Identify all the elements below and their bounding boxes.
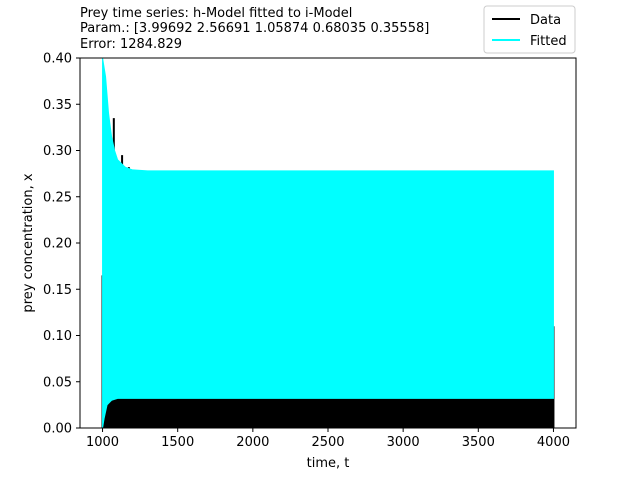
- x-tick-label: 4000: [537, 435, 570, 450]
- chart-title-line-2: Param.: [3.99692 2.56691 1.05874 0.68035…: [80, 21, 429, 36]
- x-tick-label: 1500: [161, 435, 194, 450]
- y-tick-label: 0.00: [43, 422, 72, 437]
- y-tick-label: 0.40: [43, 52, 72, 67]
- x-tick-label: 3500: [462, 435, 495, 450]
- y-tick-label: 0.15: [43, 283, 72, 298]
- x-axis: 1000 1500 2000 2500 3000 3500 4000: [86, 428, 570, 450]
- x-tick-label: 3000: [387, 435, 420, 450]
- y-tick-label: 0.30: [43, 144, 72, 159]
- chart-title-line-3: Error: 1284.829: [80, 37, 182, 52]
- legend-label-data: Data: [530, 13, 561, 28]
- y-tick-label: 0.35: [43, 98, 72, 113]
- y-tick-label: 0.25: [43, 190, 72, 205]
- y-tick-label: 0.05: [43, 375, 72, 390]
- series-fitted-band: [102, 57, 554, 429]
- x-tick-label: 1000: [86, 435, 119, 450]
- x-tick-label: 2000: [236, 435, 269, 450]
- x-axis-label: time, t: [307, 456, 350, 471]
- x-tick-label: 2500: [311, 435, 344, 450]
- legend-label-fitted: Fitted: [530, 34, 567, 49]
- legend-frame: [483, 5, 576, 54]
- y-tick-label: 0.10: [43, 329, 72, 344]
- y-axis: 0.00 0.05 0.10 0.15 0.20 0.25 0.30 0.35 0.40: [43, 52, 80, 437]
- y-axis-label: prey concentration, x: [21, 173, 36, 312]
- legend: Data Fitted: [483, 5, 576, 54]
- chart-title-line-1: Prey time series: h-Model fitted to i-Mo…: [80, 6, 352, 21]
- y-tick-label: 0.20: [43, 237, 72, 252]
